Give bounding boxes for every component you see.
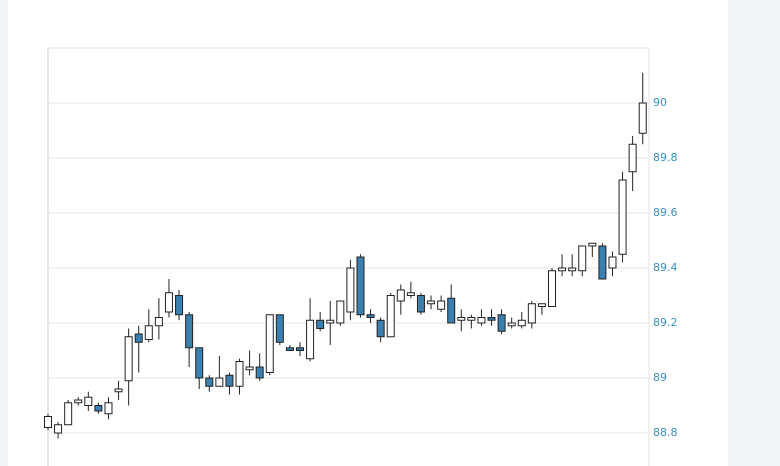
candle-body (527, 303, 536, 324)
candle-body (356, 256, 365, 316)
candle-body (366, 314, 375, 318)
candle-body (235, 361, 244, 387)
candle-body (205, 377, 214, 387)
candle-body (598, 245, 607, 280)
candle-body (467, 317, 476, 321)
candle-body (457, 317, 466, 321)
candle-body (255, 366, 264, 379)
candle-body (44, 416, 52, 428)
candle-body (144, 325, 153, 340)
y-tick-label: 88.8 (653, 426, 678, 439)
candle-body (558, 267, 567, 272)
candle-body (215, 377, 224, 387)
y-tick-label: 89.4 (653, 261, 678, 274)
candle-body (134, 333, 143, 343)
candle-body (185, 314, 194, 349)
candle-body (94, 405, 103, 412)
candle-body (225, 374, 234, 387)
y-tick-label: 89.8 (653, 151, 678, 164)
candle-body (427, 300, 436, 305)
candle-body (618, 179, 627, 255)
y-tick-label: 90 (653, 96, 667, 109)
candle-body (306, 319, 315, 360)
candle-body (336, 300, 345, 324)
candle-body (568, 267, 577, 272)
candle-body (84, 396, 93, 406)
candle-body (497, 314, 506, 332)
side-panel (728, 0, 780, 466)
candle-body (154, 317, 163, 327)
candle-body (548, 270, 556, 307)
candle-body (628, 143, 637, 173)
candle-body (507, 322, 516, 327)
candle-body (406, 292, 415, 296)
candle-body (296, 347, 304, 351)
candle-body (416, 295, 425, 313)
candle-body (54, 424, 63, 434)
candle-body (376, 319, 385, 338)
candle-body (517, 319, 526, 327)
candle-body (124, 336, 133, 382)
y-tick-label: 89.2 (653, 316, 678, 329)
y-tick-label: 89 (653, 371, 667, 384)
candle-body (608, 256, 617, 269)
candle-body (477, 317, 486, 324)
candle-body (285, 347, 294, 351)
candle-body (447, 297, 456, 324)
candle-body (245, 366, 254, 371)
side-panel (0, 0, 8, 466)
candle-body (396, 289, 405, 302)
candle-body (638, 102, 647, 134)
candle-body (265, 314, 274, 373)
candle-body (386, 295, 395, 338)
candle-body (164, 292, 173, 313)
candle-body (175, 295, 184, 316)
candle-body (316, 319, 325, 329)
candle-body (114, 388, 123, 393)
candle-body (326, 319, 335, 324)
candle-body (74, 399, 83, 404)
candle-body (346, 267, 355, 313)
candle-body (588, 242, 597, 247)
candle-body (275, 314, 284, 343)
y-tick-label: 89.6 (653, 206, 678, 219)
candle-body (537, 303, 546, 307)
candle-body (437, 300, 446, 310)
candle-body (64, 402, 73, 426)
candle-body (578, 245, 587, 272)
candle-body (104, 402, 113, 415)
candle-body (487, 317, 496, 321)
candle-body (195, 347, 204, 379)
